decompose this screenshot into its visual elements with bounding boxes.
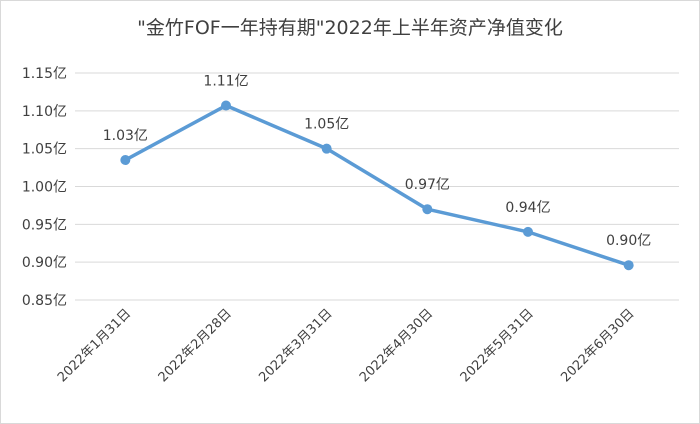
data-label: 0.94亿 [505,200,550,216]
data-label: 1.03亿 [103,128,148,144]
x-tick-label: 2022年6月30日 [558,306,637,385]
data-label: 0.97亿 [405,177,450,193]
data-label: 1.05亿 [304,117,349,133]
data-point [120,155,131,166]
data-point [422,204,433,215]
x-tick-label: 2022年2月28日 [156,306,235,385]
y-tick-label: 0.90亿 [22,255,67,271]
data-point [221,100,231,111]
x-tick-label: 2022年1月31日 [55,306,134,385]
series-line [123,103,631,267]
y-tick-label: 0.85亿 [22,293,67,309]
y-tick-label: 1.05亿 [22,142,67,158]
y-tick-label: 1.10亿 [22,104,67,120]
chart-title: "金竹FOF一年持有期"2022年上半年资产净值变化 [137,17,563,39]
y-tick-label: 1.00亿 [22,180,67,196]
x-tick-label: 2022年5月31日 [458,306,537,385]
data-point [623,260,634,271]
y-tick-label: 0.95亿 [22,217,67,233]
x-tick-label: 2022年4月30日 [357,306,436,385]
data-point [523,226,533,237]
y-tick-label: 1.15亿 [22,66,67,82]
data-label: 0.90亿 [606,233,651,249]
data-point [321,143,332,154]
data-label: 1.11亿 [203,74,248,90]
x-tick-label: 2022年3月31日 [256,306,335,385]
